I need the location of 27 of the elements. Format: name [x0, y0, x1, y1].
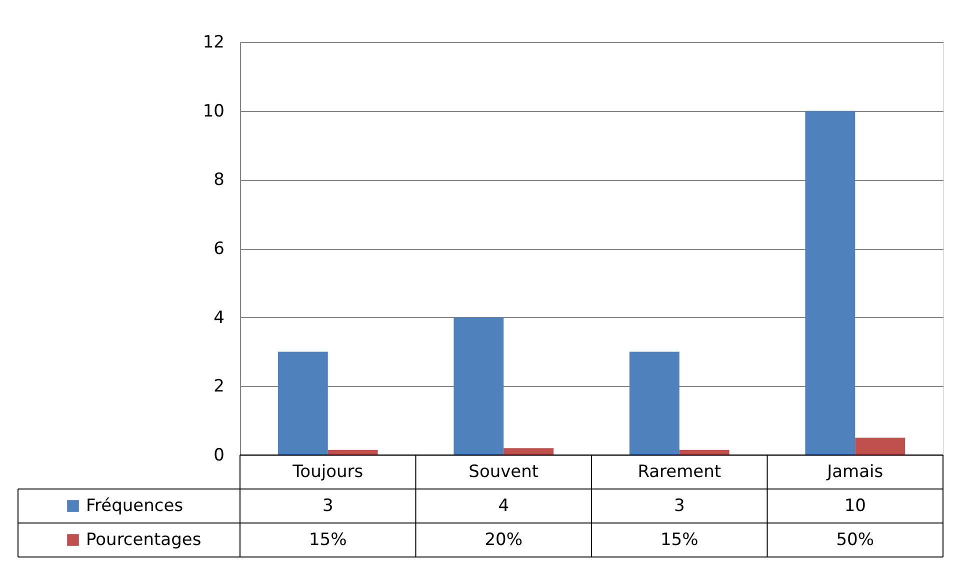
y-tick-label: 0	[214, 446, 224, 466]
data-label: 50%	[836, 530, 874, 550]
bar	[278, 352, 328, 455]
bar	[504, 448, 554, 455]
x-tick-label: Jamais	[826, 462, 884, 482]
y-tick-label: 8	[214, 170, 224, 190]
x-tick-label: Toujours	[292, 462, 364, 482]
legend-label: Fréquences	[86, 496, 184, 516]
data-label: 3	[322, 496, 334, 516]
data-label: 20%	[484, 530, 523, 550]
data-label: 3	[674, 496, 685, 516]
y-tick-label: 4	[214, 308, 224, 328]
data-label: 15%	[660, 530, 698, 550]
data-label: 10	[844, 496, 866, 516]
bar	[805, 110, 856, 455]
bar	[454, 317, 504, 455]
y-tick-label: 6	[214, 239, 224, 259]
y-tick-label: 2	[214, 376, 224, 397]
legend-label: Pourcentages	[86, 530, 202, 550]
data-label: 15%	[308, 530, 347, 550]
x-tick-label: Rarement	[638, 462, 722, 482]
y-tick-label: 10	[202, 101, 224, 122]
x-tick-label: Souvent	[468, 462, 539, 482]
data-label: 4	[498, 496, 510, 516]
bar	[855, 438, 906, 455]
bar	[629, 352, 680, 455]
y-tick-label: 12	[202, 32, 224, 52]
